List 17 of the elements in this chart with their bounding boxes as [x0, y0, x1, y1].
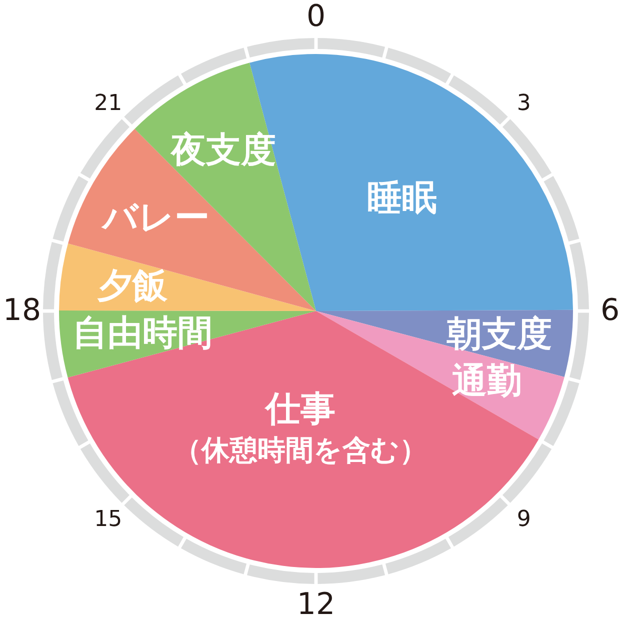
text: 18 [2, 293, 42, 328]
slice-label: 仕事（休憩時間を含む） [173, 389, 428, 466]
text: 9 [516, 506, 531, 532]
text: 0 [306, 0, 326, 34]
text: 15 [94, 506, 122, 532]
slice-label: バレー [100, 198, 210, 238]
slice-label: 朝支度 [446, 314, 552, 355]
slice-label: 夕飯 [96, 266, 169, 306]
text: 12 [296, 587, 336, 622]
slice-label: 通勤 [452, 362, 522, 402]
slice-label: 自由時間 [72, 314, 212, 354]
text: 6 [600, 293, 618, 328]
slice-label: 夜支度 [170, 130, 276, 171]
text: 21 [94, 91, 122, 116]
text: 3 [516, 91, 531, 116]
pie-slice [68, 128, 316, 311]
slice-label: 睡眠 [366, 178, 437, 219]
